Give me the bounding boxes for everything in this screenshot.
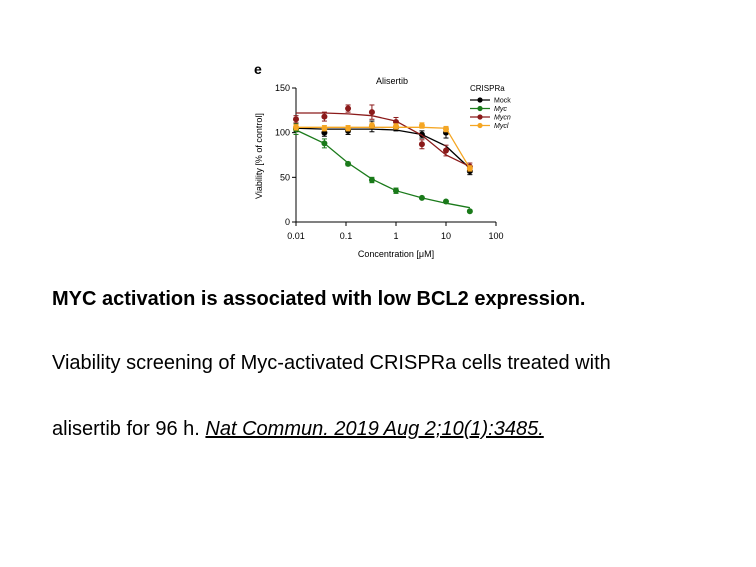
data-point-mycn xyxy=(443,147,449,154)
data-point-mycl xyxy=(321,125,328,132)
data-point-mycl xyxy=(393,123,399,130)
panel-label: e xyxy=(254,61,262,77)
legend-marker-mock xyxy=(477,97,483,103)
data-point-myc xyxy=(321,140,328,147)
x-axis-label: Concentration [μM] xyxy=(358,249,434,259)
legend-label-mycl: Mycl xyxy=(494,123,509,130)
caption-line-2: alisertib for 96 h. Nat Commun. 2019 Aug… xyxy=(52,418,752,441)
data-point-myc xyxy=(345,160,352,167)
data-point-mycn xyxy=(345,105,352,112)
legend-marker-mycn xyxy=(477,114,483,120)
y-tick-label: 150 xyxy=(275,83,290,93)
data-point-mycn xyxy=(418,141,425,148)
x-tick-label: 10 xyxy=(441,231,451,241)
y-tick-label: 50 xyxy=(280,172,290,182)
data-point-myc xyxy=(368,177,375,184)
fit-curve-mock xyxy=(295,127,471,169)
caption-title: MYC activation is associated with low BC… xyxy=(52,288,586,310)
fit-curve-mycl xyxy=(296,126,471,169)
x-tick-label: 0.01 xyxy=(287,231,305,241)
data-point-mycl xyxy=(466,165,473,172)
data-point-mycn xyxy=(293,116,299,123)
legend-title: CRISPRa xyxy=(470,84,505,93)
fit-curve-myc xyxy=(295,129,471,209)
chart-title: Alisertib xyxy=(376,76,408,86)
x-tick-label: 0.1 xyxy=(340,231,353,241)
caption-line-1: Viability screening of Myc-activated CRI… xyxy=(52,352,611,374)
data-point-myc xyxy=(393,187,399,194)
y-tick-label: 100 xyxy=(275,128,290,138)
data-point-mycl xyxy=(345,125,352,132)
data-point-myc xyxy=(418,194,425,201)
fit-curve-mycn xyxy=(296,112,471,168)
chart-axes: 0 50 100 150 0.01 0.1 1 10 100 xyxy=(275,83,504,241)
data-point-mycn xyxy=(368,109,375,116)
legend-label-mycn: Mycn xyxy=(494,115,511,122)
x-tick-label: 100 xyxy=(488,231,503,241)
data-point-mycl xyxy=(418,122,425,129)
legend-marker-mycl xyxy=(477,122,483,129)
y-axis-label: Viability [% of control] xyxy=(254,113,264,199)
data-point-mycl xyxy=(443,126,449,133)
data-point-mycn xyxy=(321,113,328,120)
y-tick-label: 0 xyxy=(285,217,290,227)
data-point-mycl xyxy=(293,124,299,131)
caption-line-2-text: alisertib for 96 h. xyxy=(52,418,206,440)
chart-plot-area xyxy=(293,104,473,215)
x-tick-label: 1 xyxy=(393,231,398,241)
legend-label-myc: Myc xyxy=(494,106,507,113)
data-point-mycl xyxy=(368,122,375,129)
dose-response-chart: e Alisertib 0 50 100 150 0.01 0.1 1 10 100 CRISP… xyxy=(254,61,511,259)
citation-link[interactable]: Nat Commun. 2019 Aug 2;10(1):3485. xyxy=(205,418,544,440)
data-point-myc xyxy=(443,198,449,205)
legend-marker-myc xyxy=(477,105,483,112)
data-point-myc xyxy=(466,208,473,215)
legend-label-mock: Mock xyxy=(494,98,511,105)
